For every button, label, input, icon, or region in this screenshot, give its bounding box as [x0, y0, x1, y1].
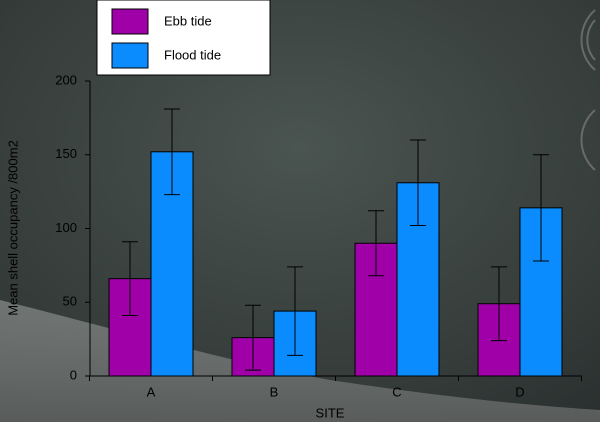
x-tick-label: C — [392, 384, 401, 399]
background-decoration — [580, 9, 596, 171]
legend-swatch — [111, 8, 149, 35]
y-tick-label: 150 — [55, 146, 77, 161]
error-bar — [245, 304, 261, 371]
y-tick-label: 200 — [55, 72, 77, 87]
legend-label: Ebb tide — [164, 13, 212, 28]
error-bar — [122, 241, 138, 317]
y-tick-label: 100 — [55, 220, 77, 235]
error-bar — [533, 154, 549, 262]
y-axis-title: Mean shell occupancy /800m2 — [5, 140, 20, 316]
error-bar — [410, 139, 426, 227]
error-bar — [287, 266, 303, 356]
legend-swatch — [111, 42, 149, 69]
error-bar — [368, 210, 384, 277]
error-bar — [491, 266, 507, 342]
legend-label: Flood tide — [164, 47, 221, 62]
x-tick-label: B — [270, 384, 279, 399]
x-axis-title: SITE — [316, 405, 345, 420]
y-tick-label: 50 — [63, 294, 77, 309]
x-tick-label: A — [147, 384, 156, 399]
y-tick-label: 0 — [70, 367, 77, 382]
x-tick-label: D — [515, 384, 524, 399]
error-bar — [164, 108, 180, 196]
shore-texture — [0, 300, 600, 422]
legend: Ebb tide Flood tide — [96, 0, 271, 76]
